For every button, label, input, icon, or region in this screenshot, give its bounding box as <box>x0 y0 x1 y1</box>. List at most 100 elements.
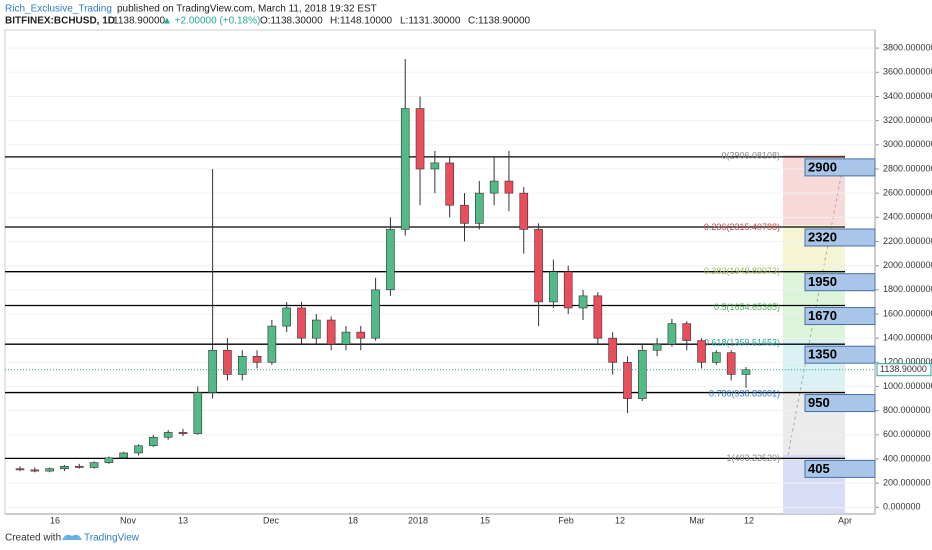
candle-body <box>712 352 721 363</box>
x-tick-label: 2018 <box>408 515 428 525</box>
level-label: 1670 <box>808 308 837 323</box>
candle-body <box>312 319 321 339</box>
level-label: 405 <box>808 461 830 476</box>
x-tick-label: 15 <box>480 515 490 525</box>
y-tick-label: 1800.000000 <box>883 284 932 294</box>
high: H:1148.10000 <box>330 16 393 27</box>
candle-body <box>415 108 425 170</box>
y-tick-label: 200.000000 <box>883 478 931 488</box>
published: published on TradingView.com, March 11, … <box>117 4 377 15</box>
candle-body <box>267 325 277 363</box>
fib-label: 0.618(1359.51653) <box>704 337 780 347</box>
change: ▲ +2.00000 (+0.18%) <box>162 16 260 27</box>
level-label: 950 <box>808 395 830 410</box>
footer-brand[interactable]: TradingView <box>84 533 140 544</box>
candle-body <box>104 457 114 463</box>
tv-logo <box>62 534 82 540</box>
candle-body <box>74 465 84 468</box>
candle-body <box>282 307 291 327</box>
candle-body <box>193 392 203 434</box>
candle-body <box>163 432 173 438</box>
level-box <box>804 394 876 413</box>
y-tick-label: 800.000000 <box>883 405 931 415</box>
candle-body <box>519 192 529 230</box>
candle-body <box>489 180 499 194</box>
candle-body <box>60 465 69 469</box>
candle-body <box>400 108 410 230</box>
x-tick-label: Mar <box>689 515 705 525</box>
candle-body <box>445 162 454 206</box>
x-tick-label: 18 <box>348 515 358 525</box>
y-tick-label: 3800.000000 <box>883 43 932 53</box>
fib-label: 0(2906.08108) <box>721 151 780 161</box>
candle-body <box>637 349 647 399</box>
candle-body <box>341 331 351 345</box>
candle-body <box>386 229 395 291</box>
level-label: 2320 <box>808 229 837 244</box>
candle-body <box>534 229 543 303</box>
fib-label: 0.786(938.83601) <box>709 388 780 398</box>
fib-label: 0.236(2315.40788) <box>704 222 780 232</box>
candle-body <box>697 340 706 363</box>
level-label: 2900 <box>808 159 837 174</box>
fib-label: 0.382(1949.89973) <box>704 266 780 276</box>
y-tick-label: 1400.000000 <box>883 333 932 343</box>
author[interactable]: Rich_Exclusive_Trading <box>5 4 112 15</box>
candle-body <box>460 204 469 224</box>
y-tick-label: 3400.000000 <box>883 91 932 101</box>
last-price-label: 1138.90000 <box>880 364 927 374</box>
level-box <box>804 228 876 247</box>
candle-body <box>475 192 484 224</box>
candle-body <box>134 445 143 454</box>
candle-body <box>504 180 514 194</box>
candle-body <box>252 355 262 363</box>
y-tick-label: 3200.000000 <box>883 115 932 125</box>
y-tick-label: 2400.000000 <box>883 212 932 222</box>
candle-body <box>119 452 129 459</box>
y-tick-label: 2000.000000 <box>883 260 932 270</box>
open: O:1138.30000 <box>260 16 323 27</box>
candle-body <box>89 462 99 468</box>
y-tick-label: 0.000000 <box>883 502 921 512</box>
level-box <box>804 158 876 177</box>
candle-body <box>549 271 558 303</box>
x-tick-label: 12 <box>744 515 754 525</box>
candle-body <box>593 295 603 339</box>
level-label: 1350 <box>808 347 837 362</box>
candle-body <box>682 323 692 341</box>
candle-body <box>15 468 25 471</box>
x-tick-label: Apr <box>838 515 852 525</box>
symbol: BITFINEX:BCHUSD, 1D <box>5 16 115 27</box>
candle-body <box>356 331 366 339</box>
x-tick-label: Feb <box>558 515 574 525</box>
y-tick-label: 1200.000000 <box>883 357 932 367</box>
candle-body <box>30 469 40 472</box>
level-box <box>804 345 876 364</box>
x-tick-label: 12 <box>615 515 625 525</box>
candle-body <box>578 295 588 309</box>
candle-body <box>371 289 380 339</box>
level-box <box>804 307 876 326</box>
level-box <box>804 273 876 292</box>
fib-label: 1(403.22520) <box>726 453 780 463</box>
y-tick-label: 2800.000000 <box>883 163 932 173</box>
y-tick-label: 3600.000000 <box>883 67 932 77</box>
level-label: 1950 <box>808 274 837 289</box>
candle-body <box>563 271 573 309</box>
candle-body <box>223 349 232 375</box>
candle-body <box>623 362 632 399</box>
y-tick-label: 2200.000000 <box>883 236 932 246</box>
candle-body <box>45 468 54 472</box>
y-tick-label: 600.000000 <box>883 429 931 439</box>
y-tick-label: 2600.000000 <box>883 188 932 198</box>
candle-body <box>430 162 440 170</box>
x-tick-label: Dec <box>263 515 280 525</box>
candle-body <box>726 352 736 375</box>
candle-body <box>178 432 188 434</box>
y-tick-label: 1000.000000 <box>883 381 932 391</box>
x-tick-label: 13 <box>178 515 188 525</box>
candle-body <box>326 319 336 345</box>
candle-body <box>237 355 247 375</box>
low: L:1131.30000 <box>400 16 461 27</box>
